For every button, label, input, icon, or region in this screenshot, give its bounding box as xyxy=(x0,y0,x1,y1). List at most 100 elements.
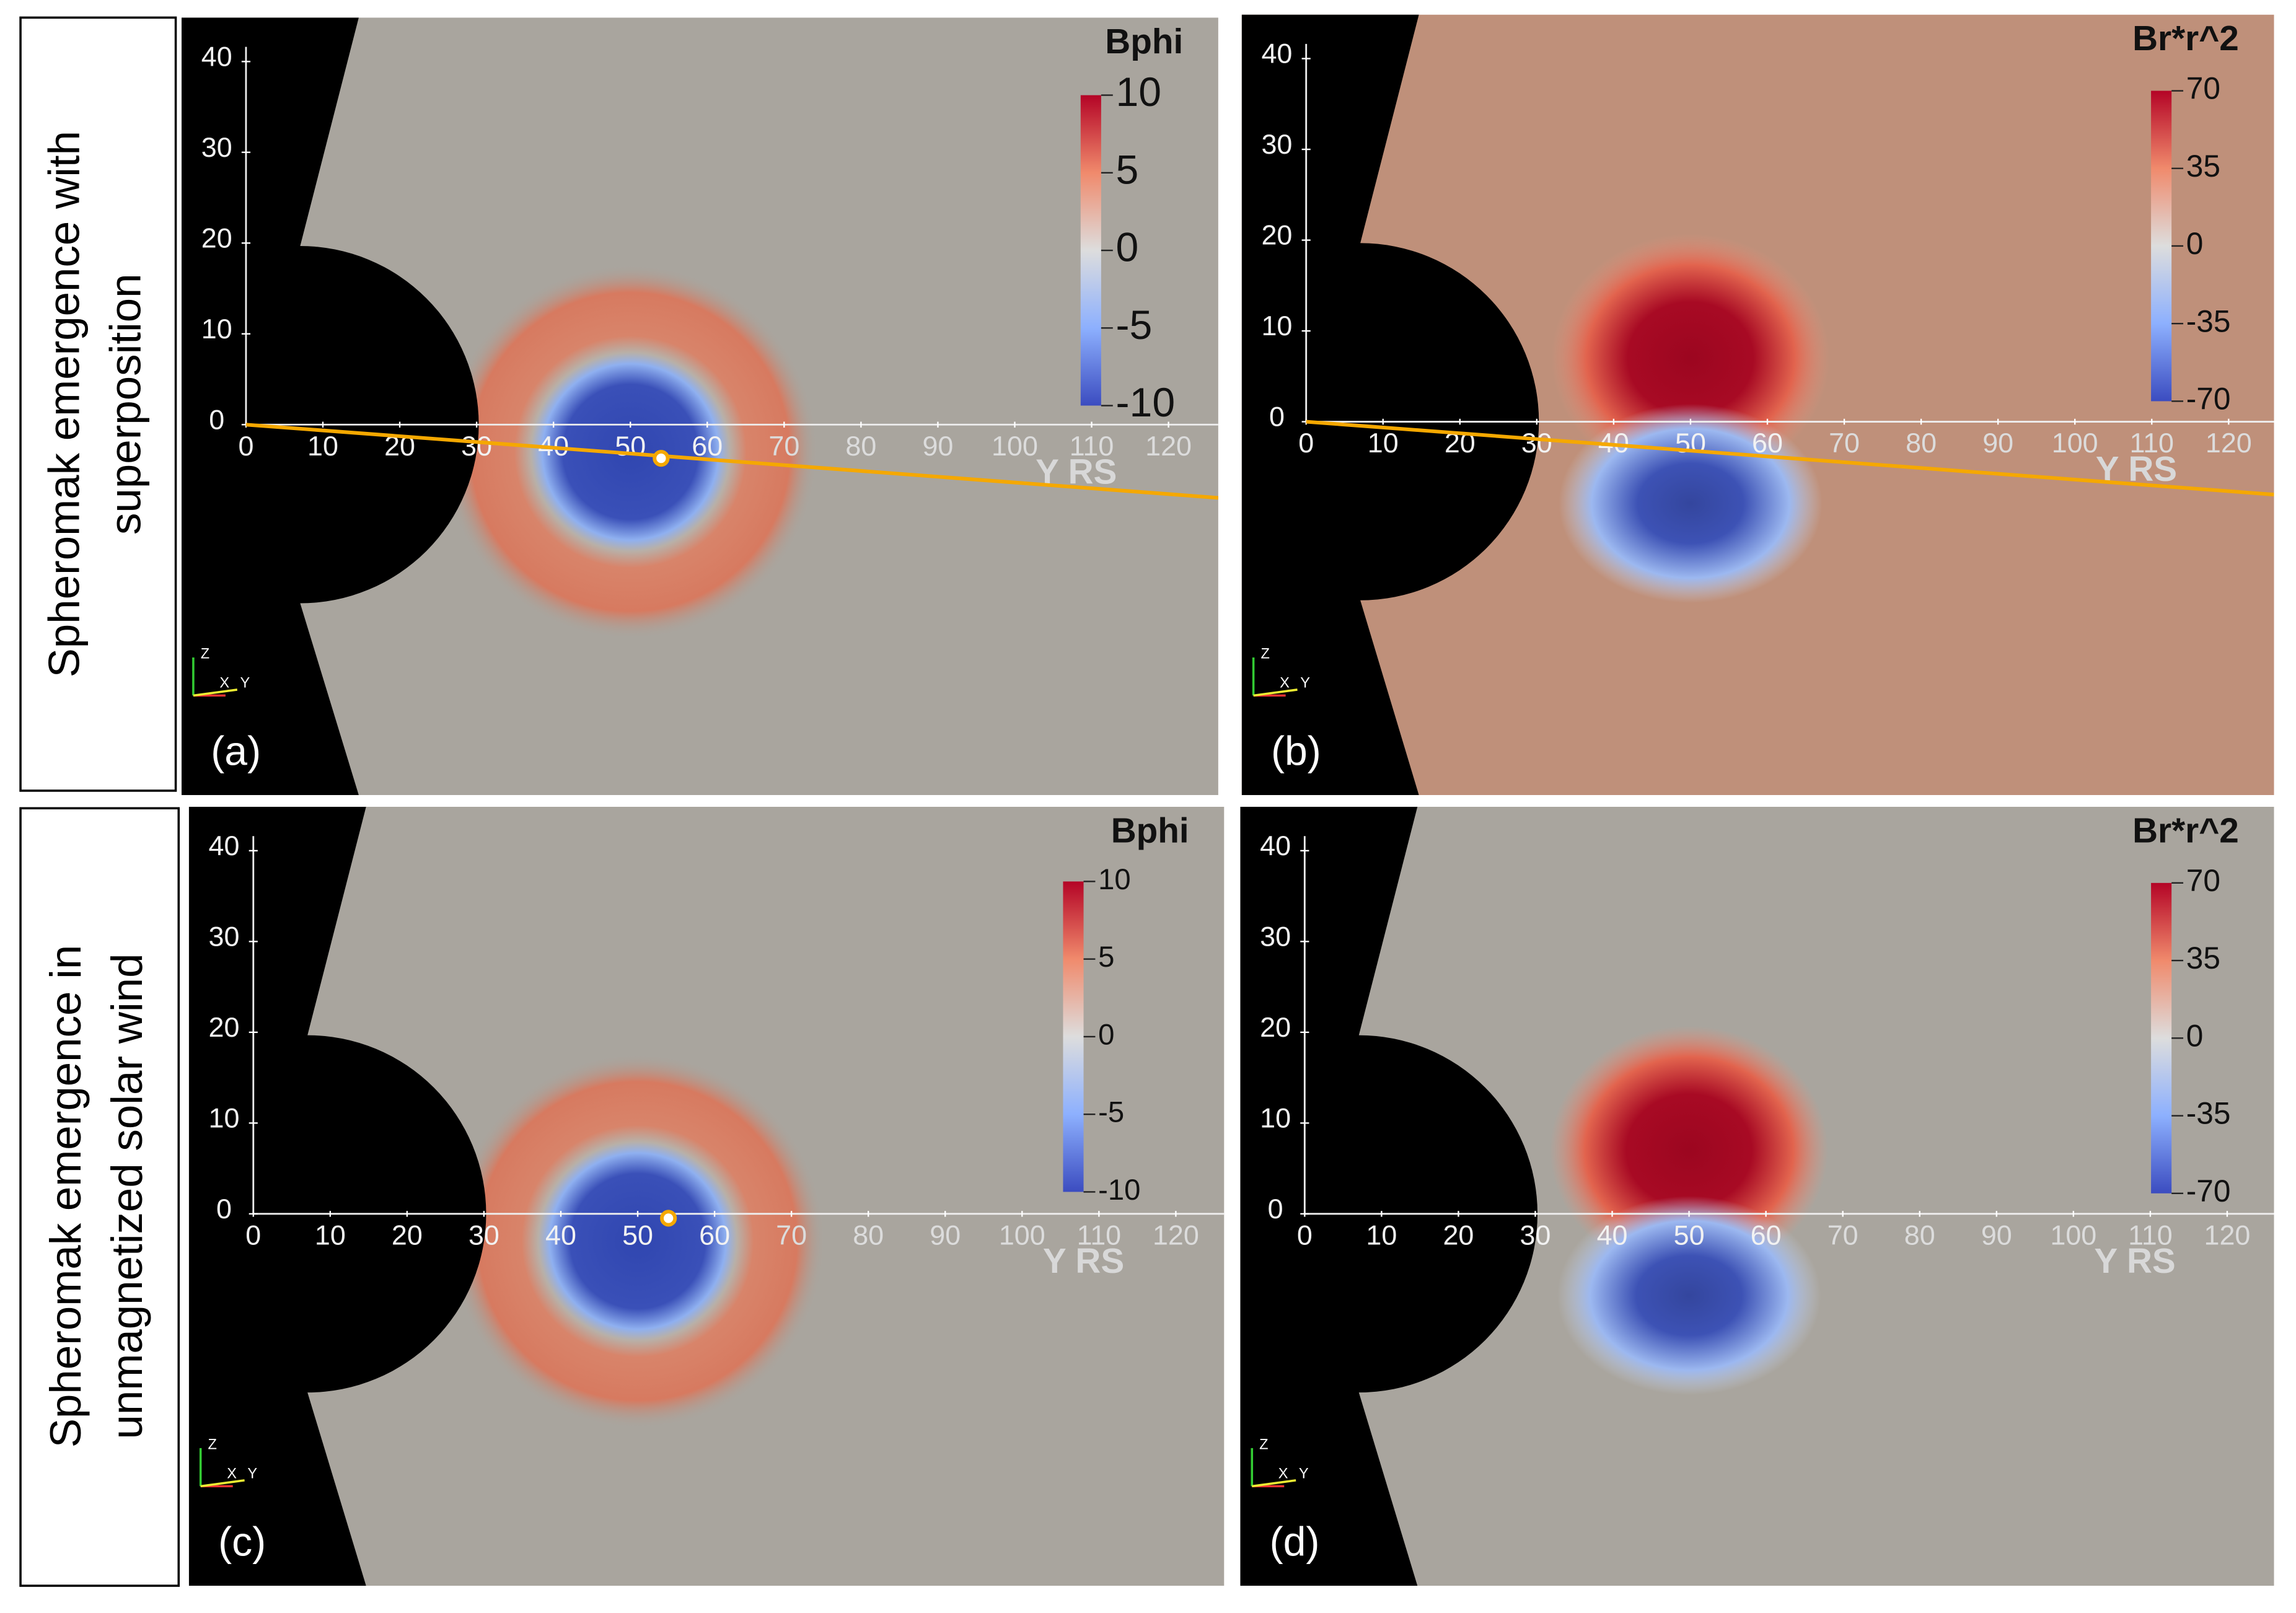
x-tick-label: 80 xyxy=(1904,1220,1935,1251)
x-tick-label: 20 xyxy=(392,1220,423,1251)
row-label-line: Spheromak emergence with xyxy=(40,131,89,677)
x-tick-label: 30 xyxy=(468,1220,499,1251)
x-tick-label: 100 xyxy=(2052,427,2098,459)
triad-label: Z xyxy=(1260,646,1269,662)
x-tick-label: 0 xyxy=(238,430,253,462)
y-tick-label: 0 xyxy=(1269,401,1285,433)
row-label-box xyxy=(19,807,180,1587)
y-tick-label: 40 xyxy=(1260,830,1291,861)
y-tick-label: 40 xyxy=(201,40,232,72)
x-tick-label: 120 xyxy=(2204,1220,2251,1251)
sun-region xyxy=(1240,806,1537,1586)
x-tick-label: 40 xyxy=(545,1220,576,1251)
triad-label: Y xyxy=(1300,675,1310,692)
triad-label: Z xyxy=(201,646,209,662)
colorbar-tick-label: 0 xyxy=(2186,1018,2204,1053)
row-label-line: unmagnetized solar wind xyxy=(103,953,152,1439)
colorbar xyxy=(1063,881,1084,1192)
colorbar-title: Br*r^2 xyxy=(2132,811,2239,850)
axis-label: Y RS xyxy=(2094,1242,2175,1281)
x-tick-label: 30 xyxy=(461,430,492,462)
colorbar-title: Bphi xyxy=(1111,811,1189,850)
x-tick-label: 80 xyxy=(1906,427,1937,459)
triad-label: X xyxy=(227,1466,237,1482)
y-tick-label: 10 xyxy=(1261,310,1292,341)
triad-label: X xyxy=(1280,675,1290,692)
y-tick-label: 30 xyxy=(1261,128,1292,160)
x-tick-label: 60 xyxy=(1751,1220,1782,1251)
triad-y xyxy=(200,1479,245,1488)
y-tick-label: 0 xyxy=(209,403,224,435)
x-tick-label: 20 xyxy=(1443,1220,1474,1251)
panel-label: (b) xyxy=(1271,728,1321,774)
cut-line xyxy=(245,423,1218,500)
probe-point xyxy=(660,1210,677,1227)
sun-region xyxy=(181,17,479,796)
colorbar-title: Bphi xyxy=(1105,22,1183,61)
panel-label: (a) xyxy=(211,728,261,774)
sun-region xyxy=(1241,14,1539,796)
y-tick-label: 0 xyxy=(1268,1193,1283,1224)
x-tick-label: 80 xyxy=(853,1220,884,1251)
x-tick-label: 50 xyxy=(1674,1220,1705,1251)
colorbar xyxy=(2151,882,2172,1193)
x-tick-label: 60 xyxy=(699,1220,730,1251)
colorbar-tick-label: -5 xyxy=(1098,1096,1124,1129)
y-tick-label: 30 xyxy=(209,920,240,952)
colorbar-tick-label: 70 xyxy=(2186,863,2220,898)
y-tick-label: 20 xyxy=(1261,219,1292,251)
colorbar-tick-label: 35 xyxy=(2186,941,2220,975)
sun-region xyxy=(188,806,486,1586)
y-tick-label: 40 xyxy=(209,830,240,861)
x-tick-label: 70 xyxy=(776,1220,807,1251)
x-tick-label: 110 xyxy=(2128,1220,2173,1251)
triad-y xyxy=(193,688,238,697)
colorbar-tick-label: -5 xyxy=(1116,302,1153,348)
colorbar-tick-label: -10 xyxy=(1098,1174,1140,1206)
y-tick-label: 10 xyxy=(201,313,232,345)
colorbar-tick-label: 5 xyxy=(1098,941,1114,974)
x-tick-label: 30 xyxy=(1521,427,1552,459)
x-tick-label: 30 xyxy=(1520,1220,1551,1251)
y-tick-label: 10 xyxy=(1260,1102,1291,1133)
colorbar xyxy=(1080,95,1101,406)
colorbar-tick-label: 5 xyxy=(1116,147,1139,193)
y-tick-label: 30 xyxy=(1260,920,1291,952)
colorbar-tick-label: -10 xyxy=(1116,380,1176,426)
x-tick-label: 10 xyxy=(1366,1220,1397,1251)
x-tick-label: 90 xyxy=(1981,1220,2012,1251)
colorbar-tick-label: 0 xyxy=(2186,226,2204,261)
x-tick-label: 70 xyxy=(1829,427,1860,459)
x-tick-label: 0 xyxy=(245,1220,261,1251)
x-tick-label: 70 xyxy=(1828,1220,1858,1251)
x-tick-label: 50 xyxy=(1675,427,1706,459)
triad-y xyxy=(1253,688,1298,697)
row-label-box xyxy=(19,16,177,792)
colorbar-tick-label: -35 xyxy=(2186,304,2231,338)
colorbar-tick-label: -70 xyxy=(2186,382,2231,416)
x-tick-label: 110 xyxy=(2129,427,2174,459)
colorbar-tick-label: 10 xyxy=(1098,863,1131,896)
triad-label: Z xyxy=(208,1436,217,1453)
colorbar-tick-label: 0 xyxy=(1116,225,1139,271)
triad-label: Z xyxy=(1259,1436,1268,1453)
x-tick-label: 100 xyxy=(992,430,1038,462)
triad-y xyxy=(1252,1479,1296,1488)
axis-label: Y RS xyxy=(1043,1242,1124,1281)
colorbar-tick-label: 35 xyxy=(2186,149,2220,183)
colorbar xyxy=(2151,90,2172,402)
x-tick-label: 110 xyxy=(1077,1220,1122,1251)
x-tick-label: 110 xyxy=(1070,430,1114,462)
row-label: Spheromak emergence in unmagnetized solar… xyxy=(42,945,152,1448)
triad-label: Y xyxy=(247,1466,257,1482)
x-tick-label: 40 xyxy=(1597,1220,1628,1251)
x-tick-label: 90 xyxy=(1982,427,2013,459)
colorbar-title: Br*r^2 xyxy=(2132,19,2239,58)
x-tick-label: 10 xyxy=(1368,427,1399,459)
x-tick-label: 80 xyxy=(845,430,876,462)
